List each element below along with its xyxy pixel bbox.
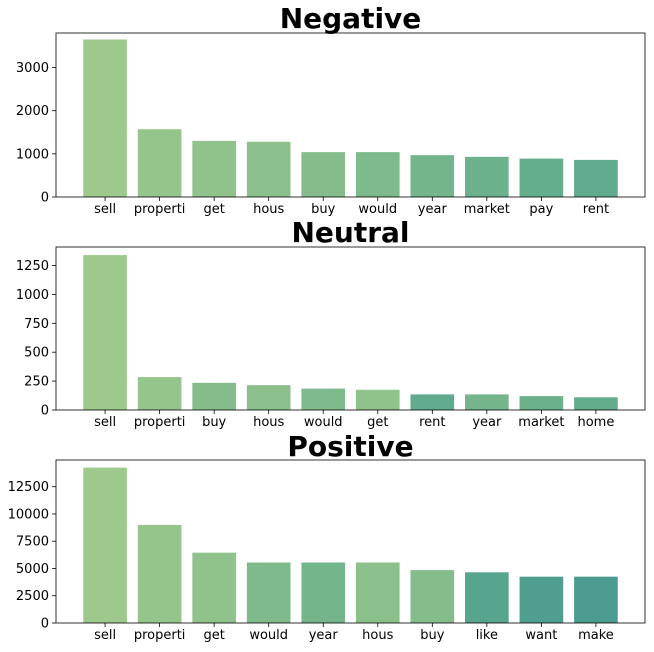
y-tick-label: 1250 xyxy=(16,259,49,274)
bar-buy xyxy=(301,152,346,197)
chart-title: Negative xyxy=(280,2,422,35)
x-tick-label: get xyxy=(203,202,224,217)
x-tick-label: home xyxy=(577,415,614,430)
x-tick-label: get xyxy=(203,628,224,643)
x-tick-label: buy xyxy=(202,415,226,430)
x-tick-label: rent xyxy=(419,415,445,430)
y-tick-label: 1000 xyxy=(16,147,49,162)
y-tick-label: 0 xyxy=(41,617,49,632)
x-tick-label: buy xyxy=(311,202,335,217)
y-tick-label: 2000 xyxy=(16,104,49,119)
x-tick-label: hous xyxy=(362,628,393,643)
x-tick-label: would xyxy=(249,628,288,643)
x-tick-label: properti xyxy=(134,628,186,643)
bar-year xyxy=(301,562,346,623)
negative-chart-panel: Negative sell properti get hous buy would year m… xyxy=(16,2,646,217)
x-tick-label: year xyxy=(418,202,448,217)
bar-get xyxy=(355,389,400,410)
x-tick-label: hous xyxy=(253,415,284,430)
y-tick-label: 0 xyxy=(41,404,49,419)
y-tick-label: 3000 xyxy=(16,61,49,76)
y-tick-label: 12500 xyxy=(8,480,49,495)
x-tick-label: properti xyxy=(134,202,186,217)
bar-sell xyxy=(83,467,127,623)
y-tick-label: 10000 xyxy=(8,507,49,522)
bar-sell xyxy=(83,39,127,198)
y-tick-label: 5000 xyxy=(16,562,49,577)
bar-rent xyxy=(574,159,618,197)
bar-pay xyxy=(519,158,564,197)
bar-home xyxy=(574,397,618,410)
x-tick-label: properti xyxy=(134,415,186,430)
x-tick-label: would xyxy=(358,202,397,217)
plot-frame xyxy=(55,32,646,198)
plot-frame xyxy=(55,459,646,624)
x-tick-label: year xyxy=(309,628,339,643)
y-tick-label: 500 xyxy=(24,346,49,361)
bar-like xyxy=(465,572,509,623)
y-tick-label: 7500 xyxy=(16,535,49,550)
x-tick-label: sell xyxy=(94,628,116,643)
x-tick-label: get xyxy=(367,415,388,430)
chart-title: Neutral xyxy=(291,216,409,249)
x-tick-label: market xyxy=(464,202,510,217)
bar-year xyxy=(410,155,455,197)
bar-would xyxy=(246,562,291,623)
bar-market xyxy=(465,156,509,197)
x-tick-label: rent xyxy=(583,202,609,217)
x-tick-label: buy xyxy=(420,628,444,643)
bar-properti xyxy=(137,377,182,410)
bar-properti xyxy=(137,129,182,197)
bar-rent xyxy=(410,394,455,410)
x-tick-label: year xyxy=(472,415,502,430)
bar-would xyxy=(301,388,346,410)
y-tick-label: 2500 xyxy=(16,589,49,604)
bar-hous xyxy=(246,385,291,410)
bar-year xyxy=(465,394,509,410)
plot-frame xyxy=(55,246,646,411)
positive-chart-panel: Positive sell properti get would year hous buy l… xyxy=(8,430,646,643)
bar-market xyxy=(519,396,564,410)
x-tick-label: like xyxy=(476,628,498,643)
x-tick-label: market xyxy=(518,415,564,430)
bar-buy xyxy=(192,382,236,410)
x-tick-label: want xyxy=(525,628,557,643)
y-tick-label: 750 xyxy=(24,317,49,332)
bar-properti xyxy=(137,524,182,623)
bar-get xyxy=(192,552,236,623)
bar-want xyxy=(519,576,564,623)
y-tick-label: 250 xyxy=(24,375,49,390)
y-tick-label: 1000 xyxy=(16,288,49,303)
x-tick-label: sell xyxy=(94,415,116,430)
bar-hous xyxy=(355,562,400,623)
bar-sell xyxy=(83,255,127,410)
neutral-chart-panel: Neutral sell properti buy hous would get rent ye… xyxy=(16,216,646,430)
chart-title: Positive xyxy=(287,430,413,463)
bar-get xyxy=(192,140,236,197)
bar-hous xyxy=(246,141,291,197)
y-tick-label: 0 xyxy=(41,191,49,206)
x-tick-label: would xyxy=(304,415,343,430)
x-tick-label: pay xyxy=(529,202,553,217)
x-tick-label: hous xyxy=(253,202,284,217)
x-tick-label: make xyxy=(578,628,614,643)
x-tick-label: sell xyxy=(94,202,116,217)
bar-make xyxy=(574,576,618,623)
bar-buy xyxy=(410,570,455,623)
bar-would xyxy=(355,152,400,197)
